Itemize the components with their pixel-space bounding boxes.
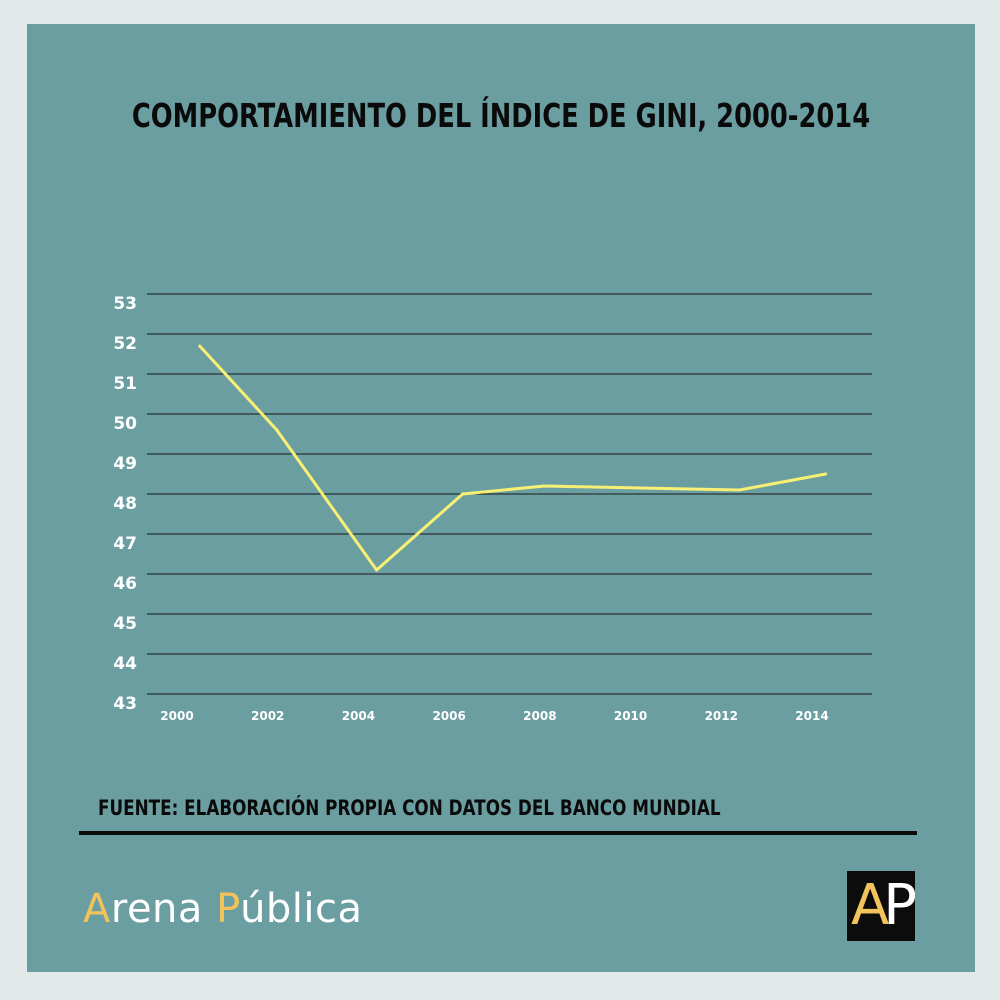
brand-word-rest-2: ública [240, 886, 363, 932]
data-point [375, 568, 379, 572]
brand-initial-p: P [216, 886, 241, 932]
x-tick-label: 2008 [523, 709, 556, 723]
ap-logo: AP [847, 871, 915, 941]
y-tick-label: 51 [113, 374, 137, 394]
data-point [737, 488, 741, 492]
x-tick-label: 2000 [160, 709, 193, 723]
chart-title: COMPORTAMIENTO DEL ÍNDICE DE GINI, 2000-… [131, 96, 871, 135]
source-note: FUENTE: ELABORACIÓN PROPIA CON DATOS DEL… [98, 796, 721, 820]
logo-letter-p: P [883, 873, 915, 938]
data-point [461, 492, 465, 496]
x-tick-label: 2002 [251, 709, 284, 723]
gini-line-chart: 53 52 51 50 49 48 47 46 45 44 43 2000 2002 2004 2006 20… [113, 293, 872, 723]
data-point [542, 484, 546, 488]
x-tick-label: 2010 [614, 709, 647, 723]
y-tick-label: 44 [113, 654, 137, 674]
y-tick-label: 47 [113, 534, 137, 554]
gini-series-line [198, 344, 826, 572]
divider-rule [79, 831, 917, 835]
y-tick-label: 46 [113, 574, 137, 594]
y-tick-label: 49 [113, 454, 137, 474]
y-tick-label: 53 [113, 294, 137, 314]
x-tick-label: 2014 [795, 709, 828, 723]
data-point [275, 428, 279, 432]
brand-wordmark: Arena Pública [83, 886, 363, 932]
y-tick-label: 50 [113, 414, 137, 434]
infographic-card: 53 52 51 50 49 48 47 46 45 44 43 2000 2002 2004 2006 20… [27, 24, 975, 972]
logo-letter-a: A [850, 873, 889, 938]
data-point [198, 344, 202, 348]
brand-initial-a: A [83, 886, 111, 932]
brand-word-rest-1: rena [110, 886, 217, 932]
y-tick-label: 52 [113, 334, 137, 354]
x-tick-label: 2012 [705, 709, 738, 723]
y-tick-label: 48 [113, 494, 137, 514]
y-tick-label: 43 [113, 694, 137, 714]
y-tick-label: 45 [113, 614, 137, 634]
x-tick-label: 2006 [432, 709, 465, 723]
x-tick-label: 2004 [342, 709, 375, 723]
data-point [824, 472, 828, 476]
